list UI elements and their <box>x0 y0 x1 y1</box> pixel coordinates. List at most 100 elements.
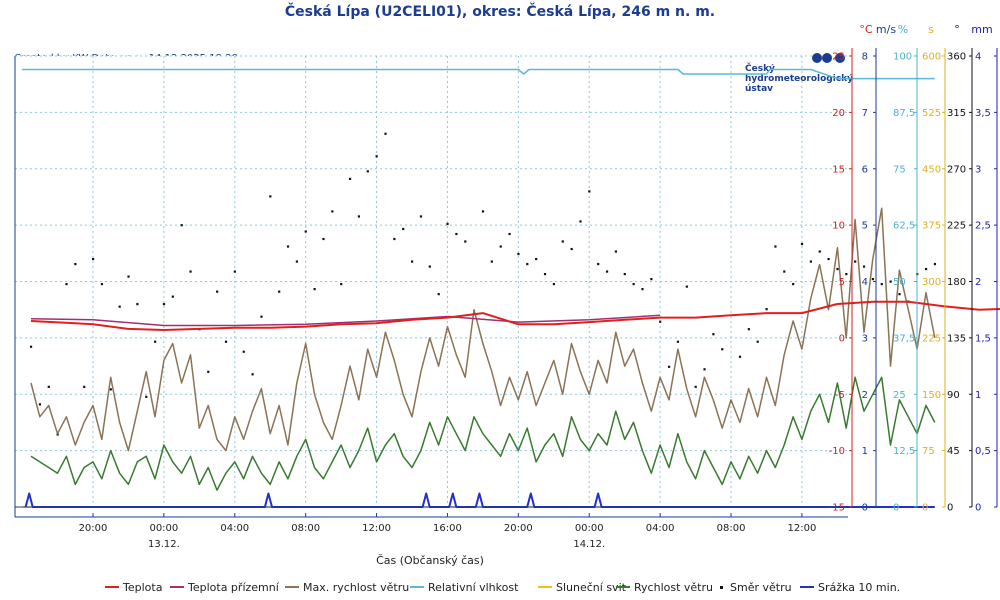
wind-direction-point <box>304 230 307 233</box>
logo-dot-icon <box>822 53 832 63</box>
wind-direction-point <box>809 260 812 263</box>
wind-direction-point <box>375 155 378 158</box>
wind-direction-point <box>535 257 538 261</box>
series-sm-r-v-tru <box>29 132 937 436</box>
legend-label: Rychlost větru <box>634 581 713 594</box>
wind-direction-point <box>614 250 618 253</box>
wind-direction-point <box>348 177 352 180</box>
axis-tick-label: 180 <box>947 277 966 288</box>
x-axis: 20:00 00:00 13.12. 04:00 08:00 12:00 16:00 20:0… <box>14 56 848 550</box>
wind-direction-point <box>251 373 254 376</box>
x-tick-label: 04:00 <box>646 523 675 534</box>
wind-direction-point <box>171 295 174 298</box>
wind-direction-point <box>827 257 830 261</box>
wind-direction-point <box>384 132 387 135</box>
wind-direction-point <box>233 270 236 273</box>
axis-tick-label: 270 <box>947 164 966 175</box>
wind-direction-point <box>180 224 183 227</box>
legend-item[interactable]: Max. rychlost větru <box>285 581 409 594</box>
axis-tick-label: 0 <box>922 503 928 514</box>
axis-tick-label: 0 <box>975 503 981 514</box>
wind-direction-point <box>322 237 325 241</box>
axis-tick-label: 8 <box>862 52 868 63</box>
wind-direction-point <box>765 308 768 311</box>
x-tick-label: 12:00 <box>788 523 817 534</box>
wind-direction-point <box>145 395 148 398</box>
series-teplota-p-zemn- <box>30 314 661 327</box>
wind-direction-point <box>411 260 414 263</box>
logo-text-line: ústav <box>745 84 773 94</box>
wind-direction-point <box>393 237 396 241</box>
wind-direction-point <box>295 260 299 263</box>
wind-direction-point <box>792 283 795 286</box>
wind-direction-point <box>490 260 493 263</box>
wind-direction-point <box>47 385 50 388</box>
wind-direction-point <box>83 385 86 388</box>
axis-tick-label: 2 <box>862 390 868 401</box>
series-line <box>30 207 936 452</box>
axis-tick-label: 5 <box>862 221 868 232</box>
wind-direction-point <box>224 340 228 343</box>
legend-label: Srážka 10 min. <box>818 581 900 594</box>
axis-tick-label: 300 <box>922 277 941 288</box>
legend-label: Relativní vlhkost <box>428 581 519 594</box>
wind-direction-point <box>65 283 68 286</box>
axis-tick-label: 25 <box>832 52 845 63</box>
wind-direction-point <box>481 210 485 213</box>
wind-direction-point <box>543 272 547 276</box>
wind-direction-point <box>561 240 564 243</box>
axis-tick-label: 360 <box>947 52 966 63</box>
axis-tick-label: 45 <box>947 446 960 457</box>
wind-direction-point <box>650 277 653 281</box>
wind-direction-point <box>552 283 555 286</box>
axis-tick-label: 0 <box>947 503 953 514</box>
series-max-rychlost-v-tru <box>30 207 936 452</box>
x-tick-label: 04:00 <box>220 523 249 534</box>
wind-direction-point <box>74 262 77 266</box>
x-tick-label: 20:00 <box>79 523 108 534</box>
axis-tick-label: 1 <box>862 446 868 457</box>
wind-direction-point <box>597 262 600 266</box>
axis-tick-label: 600 <box>922 52 941 63</box>
wind-direction-point <box>517 252 520 256</box>
x-tick-label: 20:00 <box>504 523 533 534</box>
axis-tick-label: 4 <box>975 52 981 63</box>
legend-label: Teplota přízemní <box>187 581 280 594</box>
legend-item[interactable]: Srážka 10 min. <box>800 581 900 594</box>
wind-direction-point <box>526 262 529 266</box>
axis-wind: m/s 0 1 2 3 4 5 6 7 8 <box>862 23 897 514</box>
legend-item[interactable]: Rychlost větru <box>616 581 713 594</box>
axis-tick-label: 20 <box>832 108 845 119</box>
axis-unit: m/s <box>876 23 896 36</box>
wind-direction-point <box>738 355 742 358</box>
legend-item[interactable]: Teplota přízemní <box>170 581 280 594</box>
logo-text-line: hydrometeorologický <box>745 74 853 84</box>
series-teplota <box>30 300 1000 331</box>
wind-direction-point <box>588 190 591 193</box>
axis-tick-label: 2,5 <box>975 221 991 232</box>
axis-tick-label: 525 <box>922 108 941 119</box>
legend-item[interactable]: Relativní vlhkost <box>410 581 519 594</box>
series-line <box>30 300 1000 331</box>
axis-tick-label: 12,5 <box>893 446 915 457</box>
axis-tick-label: 225 <box>922 333 941 344</box>
wind-direction-point <box>455 232 458 236</box>
wind-direction-point <box>747 328 750 331</box>
axis-tick-label: 90 <box>947 390 960 401</box>
axis-sun: s 0 75 150 225 300 375 450 525 600 <box>922 23 946 514</box>
wind-direction-point <box>871 277 875 281</box>
wind-direction-point <box>331 210 334 213</box>
legend-item[interactable]: Teplota <box>105 581 162 594</box>
wind-direction-point <box>118 305 121 308</box>
wind-direction-point <box>38 403 42 406</box>
wind-direction-point <box>659 320 662 323</box>
axis-tick-label: 2 <box>975 277 981 288</box>
legend-item[interactable]: Sluneční svit <box>538 581 627 594</box>
axis-unit: ° <box>954 23 960 36</box>
wind-direction-point <box>667 365 671 368</box>
wind-direction-point <box>703 368 706 371</box>
legend-item[interactable]: Směr větru <box>720 581 792 594</box>
